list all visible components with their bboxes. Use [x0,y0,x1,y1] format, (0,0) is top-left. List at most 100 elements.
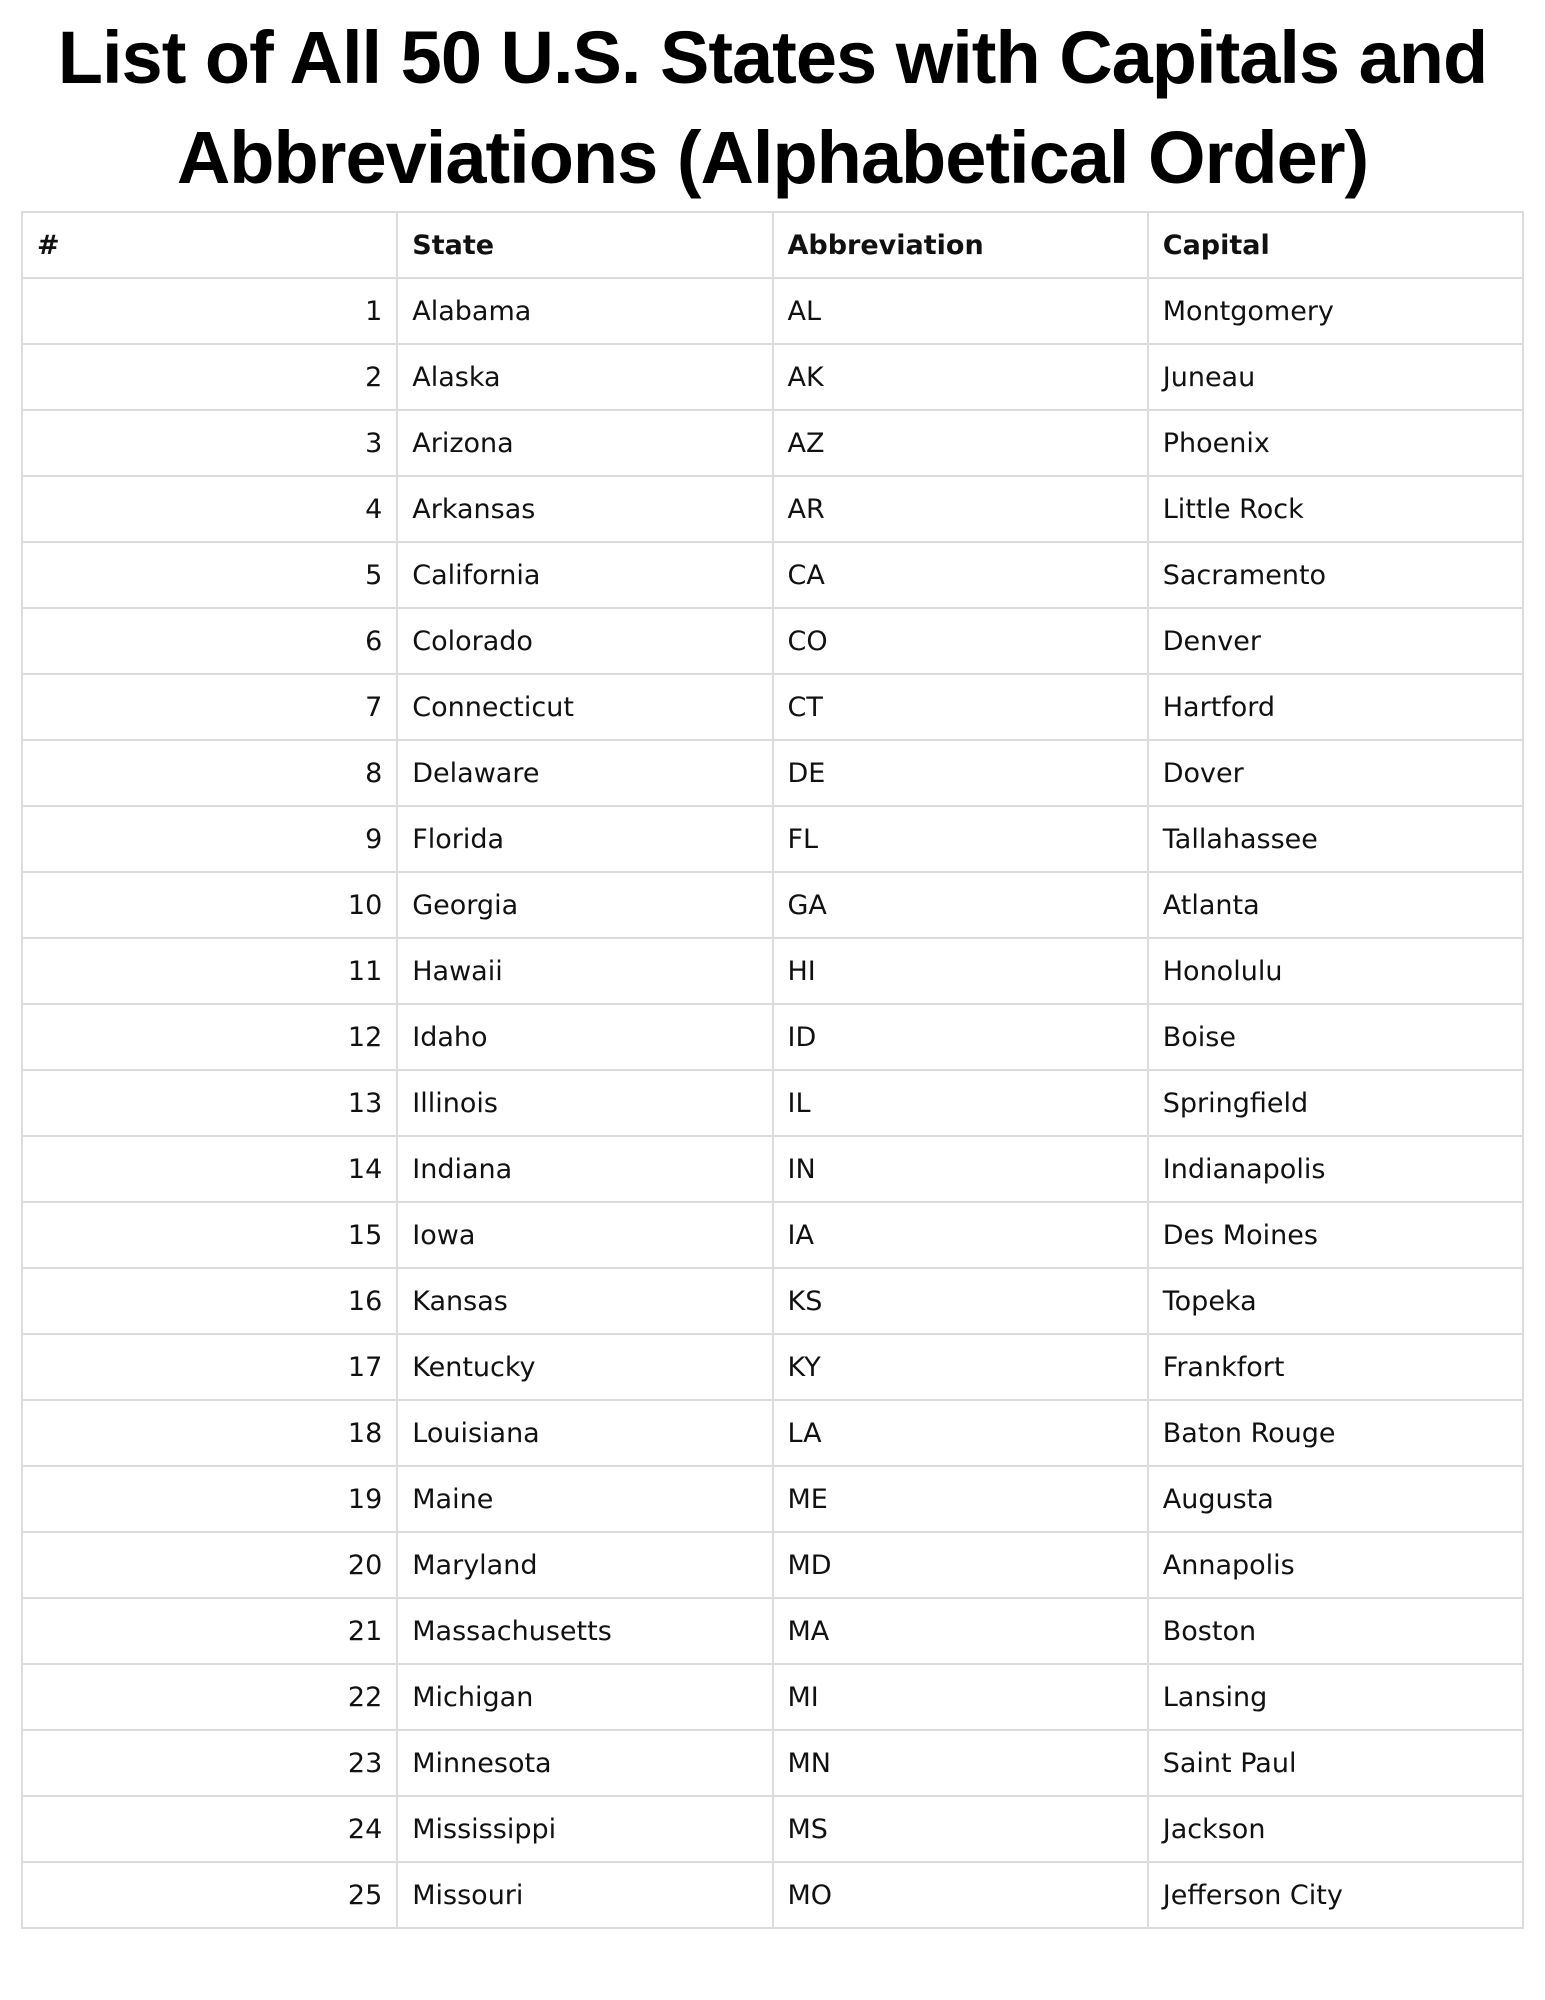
cell-state: Colorado [396,607,774,675]
cell-abbreviation: AZ [771,409,1149,477]
table-row: 23 Minnesota MN Saint Paul [20,1729,1525,1797]
cell-state: Michigan [396,1663,774,1731]
table-row: 1 Alabama AL Montgomery [20,277,1525,345]
cell-abbreviation: ID [771,1003,1149,1071]
cell-capital: Frankfort [1146,1333,1525,1401]
cell-abbreviation: KY [771,1333,1149,1401]
cell-abbreviation: CO [771,607,1149,675]
table-row: 22 Michigan MI Lansing [20,1663,1525,1731]
table-row: 7 Connecticut CT Hartford [20,673,1525,741]
cell-number: 13 [20,1069,399,1137]
cell-capital: Atlanta [1146,871,1525,939]
cell-state: Hawaii [396,937,774,1005]
cell-capital: Tallahassee [1146,805,1525,873]
cell-number: 1 [20,277,399,345]
cell-state: Georgia [396,871,774,939]
cell-number: 25 [20,1861,399,1929]
cell-abbreviation: FL [771,805,1149,873]
table-header-row: # State Abbreviation Capital [20,211,1525,279]
cell-number: 16 [20,1267,399,1335]
cell-capital: Boise [1146,1003,1525,1071]
cell-capital: Juneau [1146,343,1525,411]
cell-state: Connecticut [396,673,774,741]
cell-abbreviation: HI [771,937,1149,1005]
table-row: 4 Arkansas AR Little Rock [20,475,1525,543]
cell-capital: Little Rock [1146,475,1525,543]
table-row: 19 Maine ME Augusta [20,1465,1525,1533]
cell-capital: Jackson [1146,1795,1525,1863]
cell-capital: Montgomery [1146,277,1525,345]
table-row: 8 Delaware DE Dover [20,739,1525,807]
cell-abbreviation: MN [771,1729,1149,1797]
cell-abbreviation: MO [771,1861,1149,1929]
cell-number: 9 [20,805,399,873]
cell-number: 24 [20,1795,399,1863]
cell-number: 21 [20,1597,399,1665]
cell-abbreviation: LA [771,1399,1149,1467]
cell-state: Illinois [396,1069,774,1137]
title-line-1: List of All 50 U.S. States with Capitals… [57,16,1488,99]
cell-number: 4 [20,475,399,543]
cell-capital: Springfield [1146,1069,1525,1137]
cell-abbreviation: CA [771,541,1149,609]
cell-capital: Annapolis [1146,1531,1525,1599]
cell-capital: Denver [1146,607,1525,675]
cell-number: 3 [20,409,399,477]
cell-number: 19 [20,1465,399,1533]
cell-number: 5 [20,541,399,609]
cell-state: Maine [396,1465,774,1533]
cell-state: Missouri [396,1861,774,1929]
cell-capital: Saint Paul [1146,1729,1525,1797]
cell-capital: Augusta [1146,1465,1525,1533]
cell-state: Massachusetts [396,1597,774,1665]
title-line-2: Abbreviations (Alphabetical Order) [176,116,1369,199]
cell-state: Louisiana [396,1399,774,1467]
cell-abbreviation: DE [771,739,1149,807]
table-row: 11 Hawaii HI Honolulu [20,937,1525,1005]
cell-abbreviation: AR [771,475,1149,543]
cell-abbreviation: IA [771,1201,1149,1269]
cell-number: 15 [20,1201,399,1269]
cell-capital: Hartford [1146,673,1525,741]
cell-abbreviation: GA [771,871,1149,939]
cell-abbreviation: AL [771,277,1149,345]
table-row: 10 Georgia GA Atlanta [20,871,1525,939]
cell-capital: Baton Rouge [1146,1399,1525,1467]
header-capital: Capital [1146,211,1525,279]
cell-capital: Des Moines [1146,1201,1525,1269]
cell-state: Alabama [396,277,774,345]
cell-number: 22 [20,1663,399,1731]
table-row: 6 Colorado CO Denver [20,607,1525,675]
cell-state: Iowa [396,1201,774,1269]
table-row: 12 Idaho ID Boise [20,1003,1525,1071]
cell-abbreviation: ME [771,1465,1149,1533]
table-row: 18 Louisiana LA Baton Rouge [20,1399,1525,1467]
cell-number: 6 [20,607,399,675]
header-number: # [20,211,399,279]
cell-abbreviation: AK [771,343,1149,411]
cell-number: 18 [20,1399,399,1467]
table-row: 20 Maryland MD Annapolis [20,1531,1525,1599]
cell-state: Delaware [396,739,774,807]
cell-state: Florida [396,805,774,873]
header-abbreviation: Abbreviation [771,211,1149,279]
cell-abbreviation: KS [771,1267,1149,1335]
cell-number: 14 [20,1135,399,1203]
cell-abbreviation: MA [771,1597,1149,1665]
cell-state: Idaho [396,1003,774,1071]
cell-number: 11 [20,937,399,1005]
cell-number: 2 [20,343,399,411]
header-state: State [396,211,774,279]
cell-abbreviation: CT [771,673,1149,741]
cell-abbreviation: IL [771,1069,1149,1137]
cell-capital: Jefferson City [1146,1861,1525,1929]
cell-capital: Indianapolis [1146,1135,1525,1203]
table-row: 3 Arizona AZ Phoenix [20,409,1525,477]
cell-state: Minnesota [396,1729,774,1797]
cell-number: 7 [20,673,399,741]
cell-capital: Lansing [1146,1663,1525,1731]
cell-abbreviation: IN [771,1135,1149,1203]
cell-abbreviation: MS [771,1795,1149,1863]
cell-number: 8 [20,739,399,807]
cell-capital: Topeka [1146,1267,1525,1335]
